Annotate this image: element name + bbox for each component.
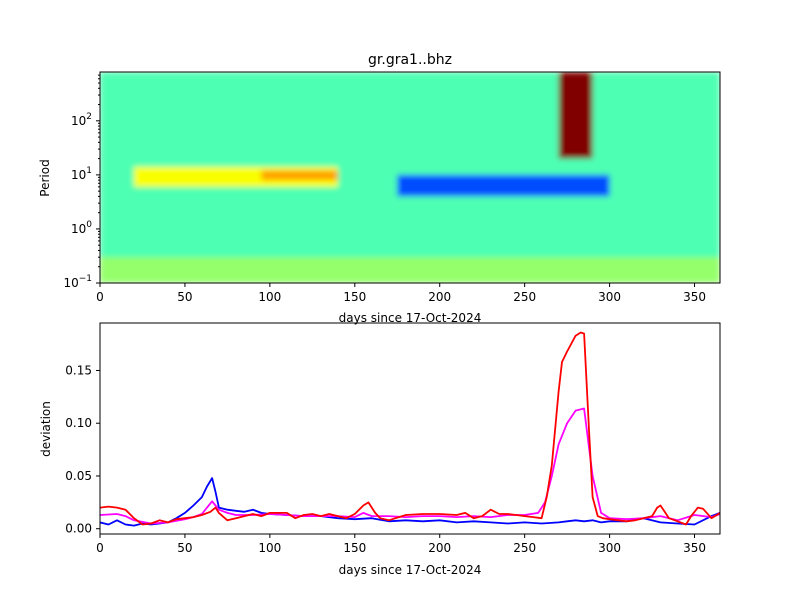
y-tick-label: 101 xyxy=(71,166,92,182)
spectrogram-panel: gr.gra1..bhz 0 50 100 150 200 250 300 350 10−11… xyxy=(38,52,721,325)
x-tick-label: 250 xyxy=(513,290,536,304)
y-tick-label: 0.00 xyxy=(65,522,92,536)
heatmap-layer xyxy=(100,72,720,283)
deviation-series-line xyxy=(100,331,720,526)
deviation-series-line xyxy=(100,407,720,525)
x-tick-label: 0 xyxy=(96,541,104,555)
deviation-panel: 0 50 100 150 200 250 300 350 0.00 0.05 0.10 0.15 d… xyxy=(39,322,721,577)
spectrogram-x-ticks: 0 50 100 150 200 250 300 350 xyxy=(96,283,706,304)
spectrogram-x-label: days since 17-Oct-2024 xyxy=(339,311,482,325)
spectrogram-title: gr.gra1..bhz xyxy=(368,52,452,68)
x-tick-label: 250 xyxy=(513,541,536,555)
y-tick-label: 0.15 xyxy=(65,363,92,377)
x-tick-label: 150 xyxy=(343,541,366,555)
deviation-lines xyxy=(100,331,720,527)
x-tick-label: 300 xyxy=(598,290,621,304)
deviation-y-label: deviation xyxy=(39,401,53,457)
y-tick-label: 100 xyxy=(71,220,92,236)
spectrogram-y-label: Period xyxy=(38,159,52,196)
deviation-frame xyxy=(99,322,721,535)
deviation-x-label: days since 17-Oct-2024 xyxy=(339,563,482,577)
x-tick-label: 50 xyxy=(177,290,192,304)
x-tick-label: 50 xyxy=(177,541,192,555)
heatmap-cell xyxy=(397,174,610,197)
x-tick-label: 300 xyxy=(598,541,621,555)
y-tick-label: 10−1 xyxy=(63,274,92,290)
y-tick-label: 0.10 xyxy=(65,416,92,430)
heatmap-cell xyxy=(558,72,593,159)
x-tick-label: 0 xyxy=(96,290,104,304)
deviation-y-ticks: 0.00 0.05 0.10 0.15 xyxy=(65,363,100,536)
heatmap-cell xyxy=(261,170,338,181)
spectrogram-y-ticks: 10−1 100 101 102 xyxy=(63,74,100,290)
heatmap-cell xyxy=(100,257,720,283)
x-tick-label: 200 xyxy=(428,290,451,304)
x-tick-label: 350 xyxy=(683,290,706,304)
x-tick-label: 100 xyxy=(258,290,281,304)
x-tick-label: 200 xyxy=(428,541,451,555)
x-tick-label: 150 xyxy=(343,290,366,304)
y-tick-label: 102 xyxy=(71,112,92,128)
x-tick-label: 100 xyxy=(258,541,281,555)
y-tick-label: 0.05 xyxy=(65,469,92,483)
deviation-x-ticks: 0 50 100 150 200 250 300 350 xyxy=(96,534,706,555)
x-tick-label: 350 xyxy=(683,541,706,555)
